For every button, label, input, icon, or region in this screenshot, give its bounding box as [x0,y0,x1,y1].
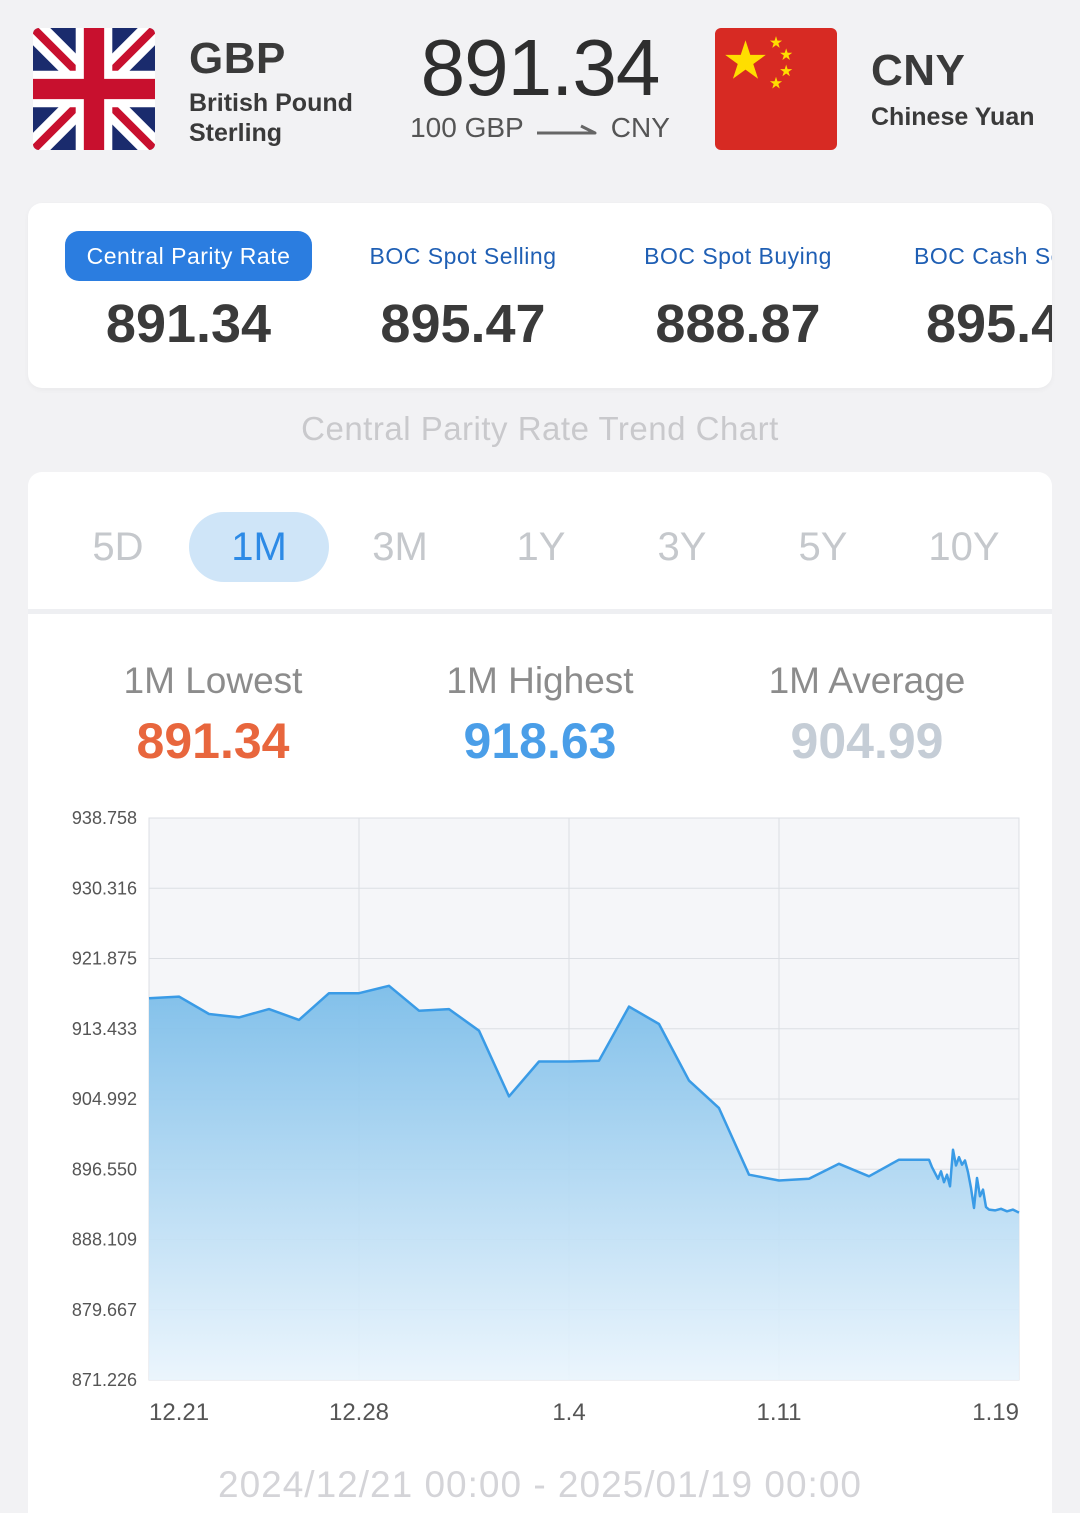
x-tick-label: 1.19 [972,1399,1019,1426]
conversion-direction[interactable]: 100 GBP CNY [400,112,680,144]
y-tick-label: 904.992 [72,1089,137,1109]
period-tab-3y[interactable]: 3Y [657,525,707,569]
quote-currency-code[interactable]: CNY [871,46,966,95]
trend-chart-card: 5D 1M 3M 1Y 3Y 5Y 10Y 1M Lowest 891.34 1… [28,472,1052,1513]
y-tick-label: 930.316 [72,878,137,898]
rate-tab-value: 888.87 [655,294,821,354]
conversion-amount: 100 GBP [410,112,524,143]
x-tick-label: 1.4 [552,1399,585,1426]
currency-header: GBP British Pound Sterling 891.34 100 GB… [0,0,1080,190]
china-flag-icon[interactable] [715,28,837,150]
tab-boc-cash-selling[interactable]: BOC Cash Selling 895.47 [892,231,1052,355]
tab-boc-spot-selling[interactable]: BOC Spot Selling 895.47 [338,231,588,355]
period-tab-5y[interactable]: 5Y [798,525,848,569]
stat-average-label: 1M Average [768,660,966,701]
rate-tab-label: BOC Cash Selling [914,243,1052,269]
period-selector: 5D 1M 3M 1Y 3Y 5Y 10Y [28,472,1052,614]
y-tick-label: 871.226 [72,1370,137,1390]
conversion-target: CNY [610,112,670,143]
base-currency-name: British Pound Sterling [189,89,353,147]
period-tab-1m[interactable]: 1M [189,512,329,582]
trend-chart[interactable]: 938.758 930.316 921.875 913.433 904.992 896.5… [28,472,1052,1513]
stat-average-value: 904.99 [790,713,944,769]
series-area [149,985,1019,1380]
stat-highest-value: 918.63 [463,713,617,769]
rate-type-card: Central Parity Rate 891.34 BOC Spot Sell… [28,203,1052,388]
x-tick-label: 1.11 [757,1399,802,1426]
x-tick-label: 12.21 [149,1399,209,1426]
x-tick-label: 12.28 [329,1399,389,1426]
y-tick-label: 896.550 [72,1159,137,1179]
rate-tab-value: 895.47 [380,294,546,354]
rate-tab-value: 895.47 [926,294,1052,354]
stat-average: 1M Average 904.99 [717,660,1017,770]
rate-tab-label: BOC Spot Buying [644,243,832,269]
stat-lowest-value: 891.34 [136,713,290,769]
period-tab-10y[interactable]: 10Y [928,525,1000,569]
trend-chart-title: Central Parity Rate Trend Chart [301,410,779,447]
period-tab-5d[interactable]: 5D [92,525,144,569]
tab-boc-spot-buying[interactable]: BOC Spot Buying 888.87 [613,231,863,355]
series-line [148,984,1020,1214]
uk-flag-icon[interactable] [33,28,155,150]
rate-tab-label: Central Parity Rate [64,231,313,281]
period-tab-1y[interactable]: 1Y [516,525,566,569]
quote-currency-name: Chinese Yuan [871,103,1035,131]
stat-highest: 1M Highest 918.63 [390,660,690,770]
base-currency-code[interactable]: GBP [189,34,286,83]
y-tick-label: 888.109 [72,1230,137,1250]
rate-tab-value: 891.34 [105,294,272,354]
period-tab-3m[interactable]: 3M [372,525,428,569]
arrow-right-icon [537,124,597,135]
stat-lowest: 1M Lowest 891.34 [63,660,363,770]
stat-highest-label: 1M Highest [446,660,634,701]
rate-tab-label: BOC Spot Selling [369,243,557,269]
y-tick-label: 913.433 [72,1019,137,1039]
stat-lowest-label: 1M Lowest [123,660,303,701]
y-tick-label: 938.758 [72,808,137,828]
tab-central-parity-rate[interactable]: Central Parity Rate 891.34 [62,231,315,355]
date-range: 2024/12/21 00:00 - 2025/01/19 00:00 [218,1464,862,1505]
y-tick-label: 921.875 [72,949,137,969]
y-tick-label: 879.667 [72,1300,137,1320]
conversion-rate: 891.34 [420,23,661,112]
